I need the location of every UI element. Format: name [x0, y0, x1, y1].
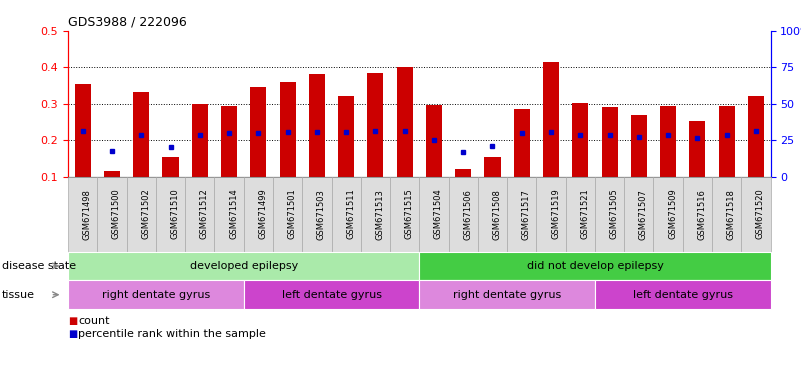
Text: GSM671499: GSM671499 [259, 189, 268, 240]
Text: GSM671509: GSM671509 [668, 189, 677, 240]
Text: developed epilepsy: developed epilepsy [190, 261, 298, 271]
Text: GSM671518: GSM671518 [727, 189, 735, 240]
Bar [513, 109, 529, 177]
Text: GSM671505: GSM671505 [610, 189, 618, 240]
Bar [368, 73, 384, 177]
Bar [602, 107, 618, 177]
Text: GSM671508: GSM671508 [493, 189, 501, 240]
Bar [631, 114, 647, 177]
Bar [718, 106, 735, 177]
Text: ■: ■ [68, 329, 78, 339]
Bar [690, 121, 706, 177]
Text: GSM671502: GSM671502 [141, 189, 151, 240]
Bar [338, 96, 354, 177]
Bar [163, 157, 179, 177]
Text: left dentate gyrus: left dentate gyrus [281, 290, 381, 300]
Bar [133, 92, 149, 177]
Text: left dentate gyrus: left dentate gyrus [633, 290, 733, 300]
Text: right dentate gyrus: right dentate gyrus [453, 290, 562, 300]
Text: GSM671511: GSM671511 [346, 189, 355, 240]
Text: GSM671503: GSM671503 [317, 189, 326, 240]
Text: GSM671519: GSM671519 [551, 189, 560, 240]
Bar [660, 106, 676, 177]
Bar [280, 82, 296, 177]
Text: GSM671514: GSM671514 [229, 189, 238, 240]
Bar [104, 171, 120, 177]
Text: GSM671515: GSM671515 [405, 189, 413, 240]
Bar [485, 157, 501, 177]
Bar [455, 169, 471, 177]
Text: GDS3988 / 222096: GDS3988 / 222096 [68, 15, 187, 28]
Bar [396, 67, 413, 177]
Text: GSM671512: GSM671512 [199, 189, 209, 240]
Text: GSM671507: GSM671507 [639, 189, 648, 240]
Text: GSM671501: GSM671501 [288, 189, 296, 240]
Text: GSM671521: GSM671521 [580, 189, 590, 240]
Bar [572, 103, 589, 177]
Text: GSM671506: GSM671506 [463, 189, 473, 240]
Text: right dentate gyrus: right dentate gyrus [102, 290, 210, 300]
Text: GSM671510: GSM671510 [171, 189, 179, 240]
Text: ■: ■ [68, 316, 78, 326]
Text: count: count [78, 316, 110, 326]
Text: GSM671513: GSM671513 [376, 189, 384, 240]
Bar [543, 62, 559, 177]
Text: disease state: disease state [2, 261, 76, 271]
Text: percentile rank within the sample: percentile rank within the sample [78, 329, 267, 339]
Text: GSM671500: GSM671500 [112, 189, 121, 240]
Text: GSM671516: GSM671516 [698, 189, 706, 240]
Text: GSM671504: GSM671504 [434, 189, 443, 240]
Bar [250, 86, 267, 177]
Text: GSM671517: GSM671517 [521, 189, 531, 240]
Text: GSM671498: GSM671498 [83, 189, 92, 240]
Bar [74, 84, 91, 177]
Text: did not develop epilepsy: did not develop epilepsy [526, 261, 663, 271]
Text: tissue: tissue [2, 290, 34, 300]
Bar [426, 105, 442, 177]
Bar [748, 96, 764, 177]
Bar [309, 74, 325, 177]
Bar [221, 106, 237, 177]
Bar [191, 104, 207, 177]
Text: GSM671520: GSM671520 [756, 189, 765, 240]
